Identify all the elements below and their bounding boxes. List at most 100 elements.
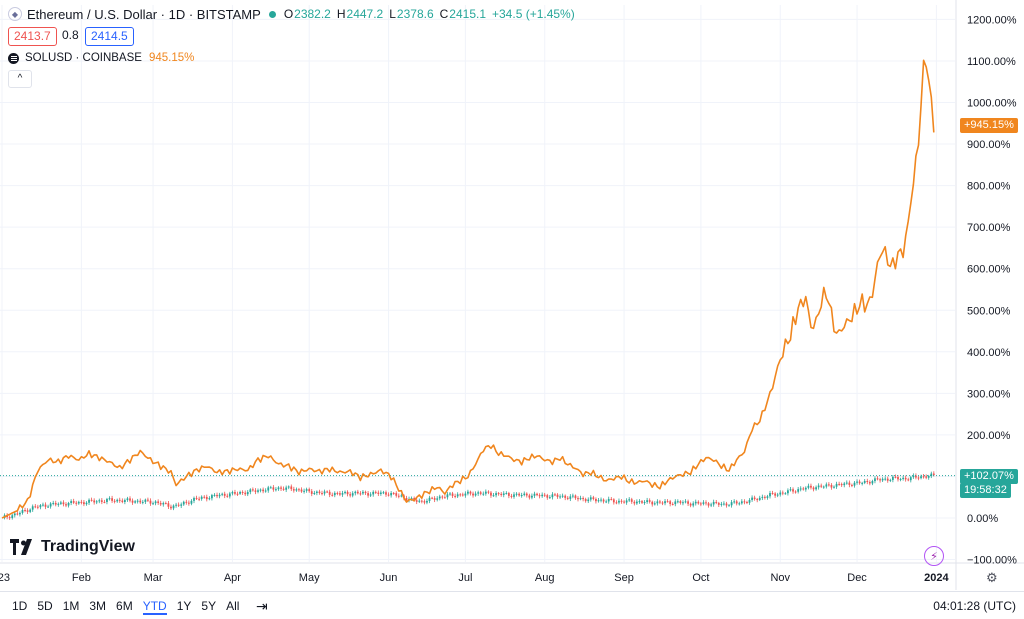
- period-button-1m[interactable]: 1M: [62, 599, 80, 613]
- eth-candle-body: [433, 498, 436, 500]
- eth-candle-body: [589, 497, 592, 500]
- eth-candle-body: [413, 498, 416, 501]
- eth-candle-body: [763, 496, 766, 498]
- eth-candle-body: [674, 501, 677, 505]
- eth-candle-body: [761, 496, 764, 498]
- eth-candle-body: [461, 494, 464, 496]
- solana-icon: [8, 52, 19, 64]
- eth-candle-body: [420, 500, 423, 502]
- period-button-1d[interactable]: 1D: [12, 599, 28, 613]
- eth-candle-body: [418, 500, 421, 502]
- ethereum-icon: ◆: [8, 7, 22, 21]
- eth-candle-body: [213, 494, 216, 496]
- eth-candle-body: [351, 493, 354, 496]
- eth-candle-body: [894, 476, 897, 478]
- eth-candle-body: [891, 476, 894, 480]
- eth-candle-body: [339, 493, 341, 495]
- eth-candle-body: [889, 479, 892, 481]
- eth-candle-body: [643, 502, 646, 504]
- eth-candle-body: [228, 493, 231, 497]
- eth-candle-body: [331, 494, 334, 496]
- eth-candle-body: [438, 496, 441, 499]
- eth-candle-body: [638, 501, 641, 503]
- eth-candle-body: [346, 491, 349, 495]
- eth-candle-body: [80, 501, 83, 503]
- eth-candle-body: [392, 493, 395, 495]
- eth-candle-body: [746, 501, 748, 503]
- goto-date-icon[interactable]: ⇥: [256, 598, 268, 614]
- eth-candle-body: [257, 490, 259, 492]
- period-button-5y[interactable]: 5Y: [201, 599, 217, 613]
- eth-candle-body: [472, 493, 474, 496]
- eth-candle-body: [479, 492, 482, 494]
- eth-candle-body: [157, 501, 160, 504]
- eth-candle-body: [300, 489, 303, 492]
- period-button-5d[interactable]: 5D: [37, 599, 53, 613]
- period-button-ytd[interactable]: YTD: [142, 599, 167, 615]
- gear-icon[interactable]: ⚙: [986, 570, 998, 585]
- eth-candle-body: [610, 498, 613, 500]
- eth-candle-body: [262, 489, 265, 492]
- eth-candle-body: [856, 481, 858, 483]
- bottom-toolbar: 1D 5D 1M 3M 6M YTD 1Y 5Y All ⇥ 04:01:28 (UTC): [0, 591, 1024, 619]
- eth-candle-body: [743, 501, 746, 503]
- eth-candle-body: [630, 499, 633, 502]
- period-button-1y[interactable]: 1Y: [176, 599, 192, 613]
- eth-candle-body: [712, 501, 715, 505]
- tradingview-logo[interactable]: TradingView: [10, 538, 135, 556]
- eth-candle-body: [661, 502, 664, 504]
- eth-candle-body: [318, 491, 321, 494]
- eth-candle-body: [147, 499, 149, 501]
- eth-candle-body: [607, 498, 610, 502]
- eth-candle-body: [520, 495, 523, 497]
- eth-candle-body: [738, 503, 741, 505]
- period-button-3m[interactable]: 3M: [89, 599, 107, 613]
- compare-symbol-legend[interactable]: SOLUSD · COINBASE 945.15%: [8, 52, 194, 64]
- eth-candle-body: [871, 481, 874, 484]
- symbol-title[interactable]: Ethereum / U.S. Dollar · 1D · BITSTAMP: [27, 6, 261, 22]
- eth-candle-body: [269, 487, 272, 489]
- eth-candle-body: [571, 495, 574, 497]
- eth-candle-body: [226, 495, 229, 497]
- chart-canvas[interactable]: 1200.00% 1100.00% 1000.00% 900.00% 800.00% 70…: [0, 0, 1024, 592]
- period-button-all[interactable]: All: [226, 599, 240, 613]
- compare-symbol-value: 945.15%: [148, 52, 195, 64]
- price-tick-label: 1100.00%: [967, 56, 1016, 68]
- eth-candle-body: [597, 500, 600, 502]
- eth-candle-body: [679, 501, 682, 503]
- eth-candle-body: [548, 497, 551, 499]
- ask-price-box[interactable]: 2414.5: [85, 27, 134, 46]
- eth-candle-body: [175, 504, 177, 506]
- time-scale[interactable]: 2023 Feb Mar Apr May Jun Jul Aug Sep Oct Nov Dec 202…: [0, 572, 950, 584]
- eth-candle-body: [827, 484, 830, 486]
- eth-candle-body: [44, 504, 47, 507]
- eth-candle-body: [789, 489, 792, 491]
- collapse-legend-button[interactable]: ^: [8, 70, 32, 88]
- eth-candle-body: [595, 499, 597, 502]
- eth-candle-body: [251, 489, 254, 491]
- eth-candle-body: [694, 501, 697, 504]
- time-tick-label: Feb: [72, 572, 91, 584]
- eth-candle-body: [415, 500, 418, 502]
- eth-candle-body: [490, 492, 492, 496]
- utc-clock[interactable]: 04:01:28 (UTC): [933, 599, 1016, 613]
- ohlc-open: O2382.2: [283, 7, 331, 21]
- eth-candle-body: [771, 493, 774, 495]
- price-tick-label: 500.00%: [967, 305, 1011, 317]
- eth-candle-body: [59, 502, 62, 504]
- eth-candle-body: [8, 517, 11, 519]
- eth-candle-body: [103, 501, 106, 503]
- eth-candle-body: [925, 476, 928, 478]
- eth-candle-body: [554, 494, 556, 496]
- eth-candle-body: [822, 486, 825, 488]
- eth-candle-body: [379, 492, 382, 494]
- eth-candle-body: [710, 504, 713, 506]
- bid-price-box[interactable]: 2413.7: [8, 27, 57, 46]
- eth-candle-body: [152, 503, 154, 505]
- period-button-6m[interactable]: 6M: [116, 599, 133, 613]
- price-tick-label: 600.00%: [967, 264, 1011, 276]
- eth-candle-body: [193, 497, 195, 501]
- eth-candle-body: [733, 501, 736, 503]
- lightning-icon[interactable]: ⚡: [924, 546, 944, 566]
- market-status-dot: [268, 10, 276, 18]
